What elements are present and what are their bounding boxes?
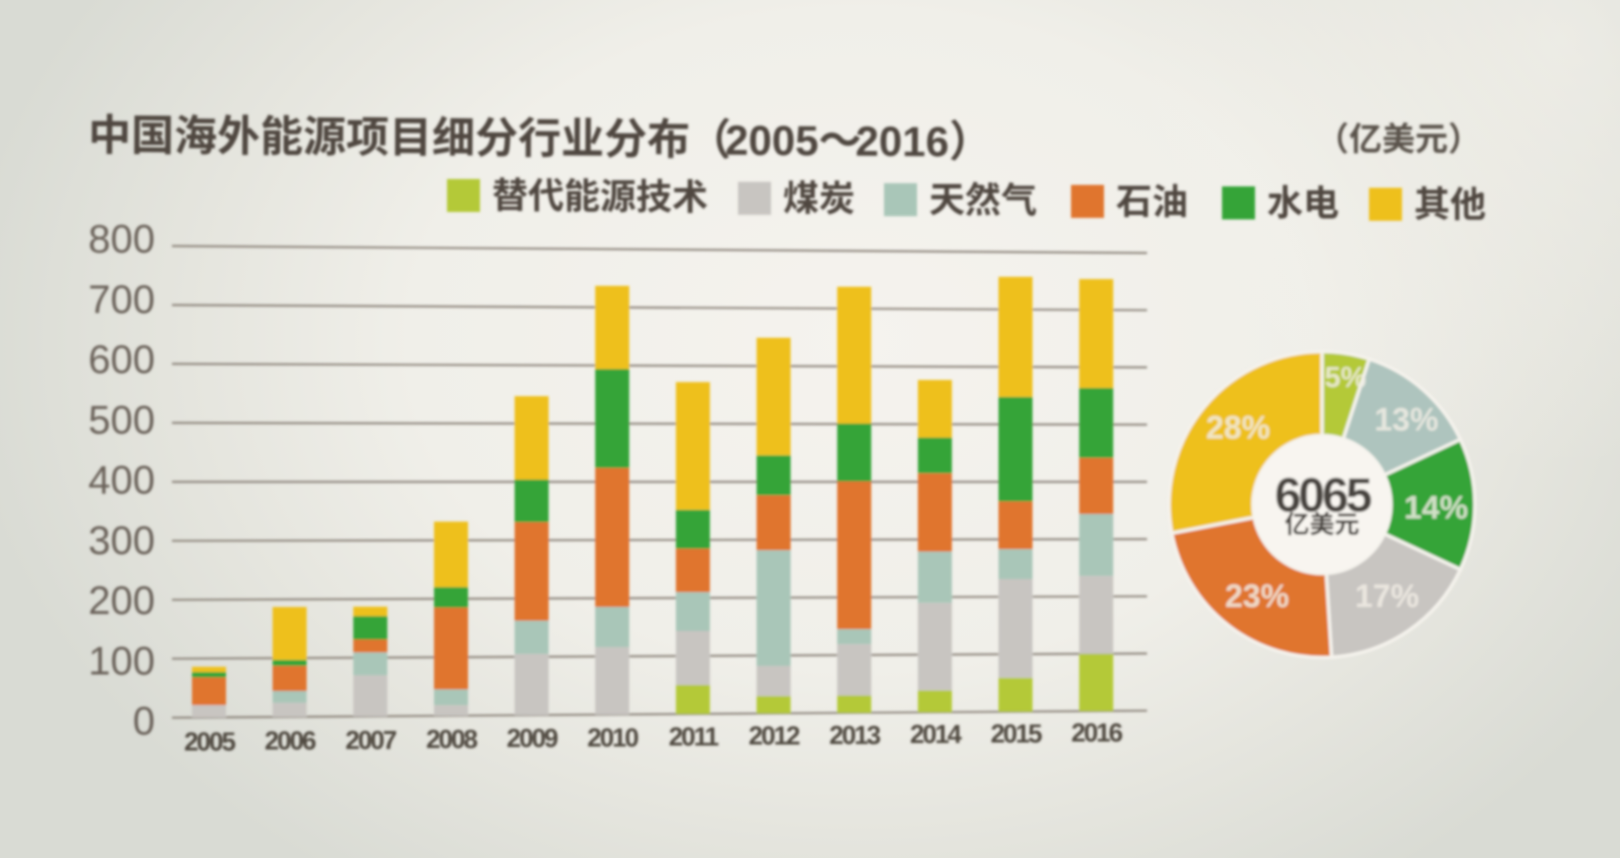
svg-text:2009: 2009 <box>507 723 558 753</box>
svg-text:0: 0 <box>133 700 155 744</box>
svg-text:2013: 2013 <box>829 720 880 750</box>
svg-text:400: 400 <box>88 459 155 503</box>
svg-text:2005: 2005 <box>725 117 819 165</box>
svg-text:28%: 28% <box>1206 410 1270 446</box>
svg-text:2011: 2011 <box>669 722 719 752</box>
svg-text:800: 800 <box>88 218 155 262</box>
svg-text:23%: 23% <box>1225 578 1289 614</box>
svg-text:2012: 2012 <box>749 721 800 751</box>
svg-text:2014: 2014 <box>910 719 962 749</box>
svg-text:2005: 2005 <box>184 726 235 756</box>
svg-text:300: 300 <box>88 519 155 563</box>
svg-text:13%: 13% <box>1374 401 1438 437</box>
svg-text:2007: 2007 <box>345 725 396 755</box>
svg-text:2006: 2006 <box>265 726 316 756</box>
svg-text:6065: 6065 <box>1275 470 1372 523</box>
svg-text:5%: 5% <box>1325 362 1367 394</box>
svg-text:100: 100 <box>88 639 155 683</box>
svg-text:500: 500 <box>88 398 155 442</box>
svg-text:17%: 17% <box>1355 578 1419 614</box>
svg-text:2016: 2016 <box>1071 718 1122 748</box>
svg-text:14%: 14% <box>1404 490 1468 526</box>
svg-text:2010: 2010 <box>587 722 638 752</box>
svg-text:700: 700 <box>88 278 155 322</box>
svg-text:200: 200 <box>88 579 155 623</box>
svg-text:2016: 2016 <box>855 118 949 166</box>
svg-text:2015: 2015 <box>991 718 1042 748</box>
svg-text:2008: 2008 <box>426 724 477 754</box>
svg-text:600: 600 <box>88 338 155 382</box>
